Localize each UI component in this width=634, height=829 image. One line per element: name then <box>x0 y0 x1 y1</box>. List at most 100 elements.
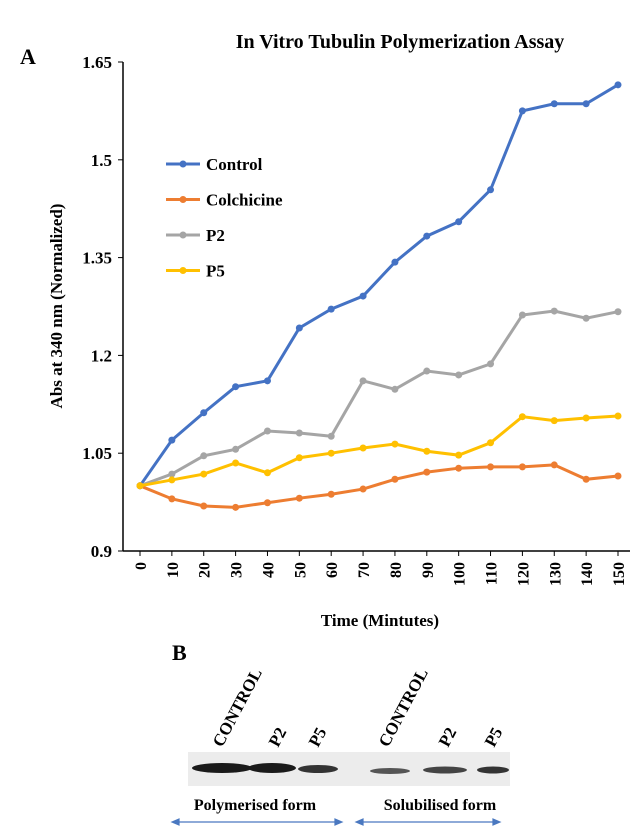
point <box>519 413 526 420</box>
point <box>487 463 494 470</box>
point <box>232 459 239 466</box>
point <box>583 414 590 421</box>
x-tick-label: 40 <box>260 562 277 578</box>
point <box>615 81 622 88</box>
point <box>423 233 430 240</box>
point <box>296 429 303 436</box>
legend-marker <box>180 196 187 203</box>
point <box>455 465 462 472</box>
group-label: Polymerised form <box>194 797 317 814</box>
band <box>192 763 252 773</box>
point <box>264 428 271 435</box>
x-tick-label: 10 <box>165 562 182 578</box>
point <box>423 368 430 375</box>
point <box>328 491 335 498</box>
point <box>168 476 175 483</box>
x-tick-label: 130 <box>547 562 564 586</box>
point <box>360 486 367 493</box>
lane-label: P5 <box>305 724 331 750</box>
x-tick-label: 20 <box>197 562 214 578</box>
y-tick-label: 1.65 <box>82 53 112 72</box>
point <box>391 441 398 448</box>
panel-label: B <box>172 640 187 665</box>
x-tick-label: 50 <box>292 562 309 578</box>
point <box>551 100 558 107</box>
point <box>615 413 622 420</box>
point <box>455 371 462 378</box>
lane-label: CONTROL <box>209 665 266 750</box>
y-tick-label: 1.2 <box>91 346 112 365</box>
y-tick-label: 1.05 <box>82 444 112 463</box>
x-tick-label: 150 <box>611 562 628 586</box>
x-tick-label: 30 <box>229 562 246 578</box>
arrows <box>172 819 500 825</box>
y-tick-label: 1.35 <box>82 249 112 268</box>
point <box>423 448 430 455</box>
legend-label: Colchicine <box>206 191 283 210</box>
point <box>455 218 462 225</box>
point <box>232 383 239 390</box>
figure: In Vitro Tubulin Polymerization Assay A … <box>0 0 634 829</box>
point <box>519 311 526 318</box>
lane-label: CONTROL <box>375 665 432 750</box>
point <box>296 495 303 502</box>
band <box>423 767 467 774</box>
point <box>487 186 494 193</box>
x-tick-label: 140 <box>579 562 596 586</box>
legend-marker <box>180 161 187 168</box>
lane-label: P2 <box>435 724 461 750</box>
point <box>360 377 367 384</box>
point <box>360 293 367 300</box>
point <box>200 503 207 510</box>
lane-label: P5 <box>481 724 507 750</box>
point <box>551 417 558 424</box>
lane-label: P2 <box>265 724 291 750</box>
point <box>200 471 207 478</box>
x-tick-label: 110 <box>484 562 501 585</box>
point <box>519 107 526 114</box>
x-tick-label: 70 <box>356 562 373 578</box>
panel-label: A <box>20 44 36 69</box>
point <box>487 439 494 446</box>
point <box>168 437 175 444</box>
x-tick-label: 60 <box>324 562 341 578</box>
point <box>264 469 271 476</box>
point <box>200 452 207 459</box>
x-tick-label: 100 <box>452 562 469 586</box>
x-tick-label: 90 <box>420 562 437 578</box>
point <box>423 469 430 476</box>
point <box>391 259 398 266</box>
point <box>328 306 335 313</box>
legend-label: P5 <box>206 262 225 281</box>
legend-label: P2 <box>206 226 225 245</box>
legend-label: Control <box>206 155 263 174</box>
x-tick-label: 80 <box>388 562 405 578</box>
point <box>296 325 303 332</box>
point <box>391 386 398 393</box>
band <box>298 765 338 773</box>
point <box>328 433 335 440</box>
series-line <box>140 416 618 486</box>
legend-marker <box>180 232 187 239</box>
series-line <box>140 311 618 486</box>
series-line <box>140 85 618 486</box>
band <box>370 768 410 774</box>
point <box>264 499 271 506</box>
x-tick-label: 120 <box>515 562 532 586</box>
point <box>232 504 239 511</box>
point <box>391 476 398 483</box>
y-axis-label: Abs at 340 nm (Normalized) <box>47 204 66 409</box>
point <box>296 454 303 461</box>
point <box>519 463 526 470</box>
point <box>583 476 590 483</box>
point <box>360 444 367 451</box>
point <box>583 315 590 322</box>
point <box>137 482 144 489</box>
chart-title: In Vitro Tubulin Polymerization Assay <box>236 31 565 53</box>
point <box>328 450 335 457</box>
point <box>264 377 271 384</box>
y-tick-label: 1.5 <box>91 151 112 170</box>
point <box>615 473 622 480</box>
